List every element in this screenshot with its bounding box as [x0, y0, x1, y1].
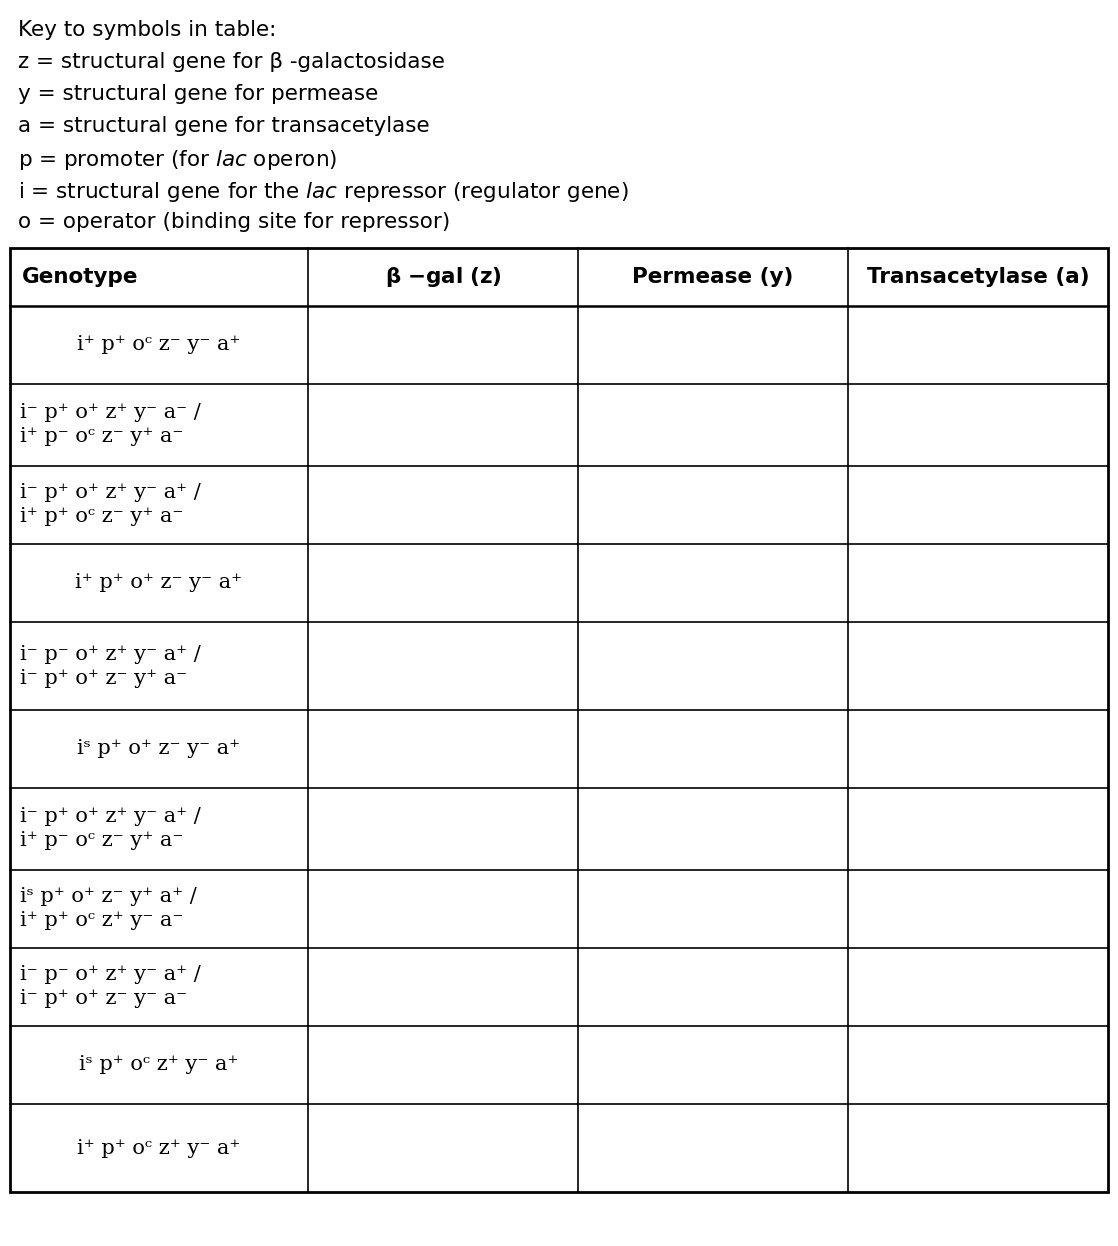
- Bar: [10, 248, 1108, 1192]
- Text: Permease (y): Permease (y): [633, 267, 794, 287]
- Text: i⁻ p⁺ o⁺ z⁺ y⁻ a⁺ /: i⁻ p⁺ o⁺ z⁺ y⁻ a⁺ /: [20, 807, 201, 826]
- Text: p = promoter (for $\it{lac}$ operon): p = promoter (for $\it{lac}$ operon): [18, 148, 338, 172]
- Text: i = structural gene for the $\it{lac}$ repressor (regulator gene): i = structural gene for the $\it{lac}$ r…: [18, 179, 628, 204]
- Text: i⁺ p⁺ oᶜ z⁻ y⁻ a⁺: i⁺ p⁺ oᶜ z⁻ y⁻ a⁺: [77, 335, 240, 355]
- Text: $\bf{\beta}$ $\bf{-gal\ (z)}$: $\bf{\beta}$ $\bf{-gal\ (z)}$: [385, 265, 501, 289]
- Text: Genotype: Genotype: [22, 267, 139, 287]
- Text: i⁺ p⁻ oᶜ z⁻ y⁺ a⁻: i⁺ p⁻ oᶜ z⁻ y⁺ a⁻: [20, 427, 183, 446]
- Text: i⁺ p⁻ oᶜ z⁻ y⁺ a⁻: i⁺ p⁻ oᶜ z⁻ y⁺ a⁻: [20, 831, 183, 851]
- Text: a = structural gene for transacetylase: a = structural gene for transacetylase: [18, 116, 429, 136]
- Text: i⁻ p⁻ o⁺ z⁺ y⁻ a⁺ /: i⁻ p⁻ o⁺ z⁺ y⁻ a⁺ /: [20, 644, 201, 664]
- Text: i⁺ p⁺ oᶜ z⁺ y⁻ a⁻: i⁺ p⁺ oᶜ z⁺ y⁻ a⁻: [20, 912, 183, 931]
- Text: i⁻ p⁺ o⁺ z⁺ y⁻ a⁺ /: i⁻ p⁺ o⁺ z⁺ y⁻ a⁺ /: [20, 483, 201, 502]
- Text: z = structural gene for β -galactosidase: z = structural gene for β -galactosidase: [18, 52, 445, 72]
- Text: iˢ p⁺ oᶜ z⁺ y⁻ a⁺: iˢ p⁺ oᶜ z⁺ y⁻ a⁺: [79, 1055, 238, 1074]
- Text: i⁺ p⁺ o⁺ z⁻ y⁻ a⁺: i⁺ p⁺ o⁺ z⁻ y⁻ a⁺: [75, 573, 243, 593]
- Text: i⁺ p⁺ oᶜ z⁺ y⁻ a⁺: i⁺ p⁺ oᶜ z⁺ y⁻ a⁺: [77, 1139, 240, 1158]
- Text: i⁻ p⁻ o⁺ z⁺ y⁻ a⁺ /: i⁻ p⁻ o⁺ z⁺ y⁻ a⁺ /: [20, 966, 201, 984]
- Text: iˢ p⁺ o⁺ z⁻ y⁺ a⁺ /: iˢ p⁺ o⁺ z⁻ y⁺ a⁺ /: [20, 887, 197, 907]
- Text: Transacetylase (a): Transacetylase (a): [866, 267, 1089, 287]
- Text: i⁺ p⁺ oᶜ z⁻ y⁺ a⁻: i⁺ p⁺ oᶜ z⁻ y⁺ a⁻: [20, 507, 183, 527]
- Text: i⁻ p⁺ o⁺ z⁻ y⁻ a⁻: i⁻ p⁺ o⁺ z⁻ y⁻ a⁻: [20, 989, 187, 1008]
- Text: y = structural gene for permease: y = structural gene for permease: [18, 83, 378, 103]
- Text: Key to symbols in table:: Key to symbols in table:: [18, 20, 276, 40]
- Text: i⁻ p⁺ o⁺ z⁺ y⁻ a⁻ /: i⁻ p⁺ o⁺ z⁺ y⁻ a⁻ /: [20, 404, 201, 422]
- Text: iˢ p⁺ o⁺ z⁻ y⁻ a⁺: iˢ p⁺ o⁺ z⁻ y⁻ a⁺: [77, 739, 240, 759]
- Text: i⁻ p⁺ o⁺ z⁻ y⁺ a⁻: i⁻ p⁺ o⁺ z⁻ y⁺ a⁻: [20, 669, 187, 688]
- Text: o = operator (binding site for repressor): o = operator (binding site for repressor…: [18, 212, 451, 232]
